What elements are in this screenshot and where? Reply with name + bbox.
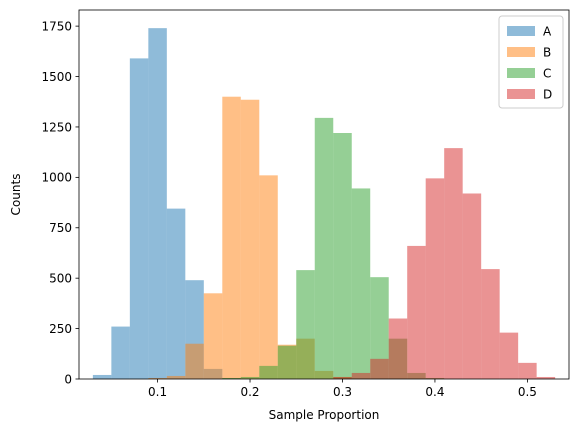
bars-layer [92,28,556,380]
legend-item-C: C [507,67,551,81]
x-tick-label: 0.4 [425,385,444,399]
series-D [333,148,556,379]
y-axis-label: Counts [9,174,23,216]
legend-box [498,15,564,109]
bar-A-4 [166,208,186,379]
bar-B-5 [240,99,260,380]
bar-A-3 [148,28,167,379]
bar-B-3 [203,293,223,379]
bar-D-2 [370,358,389,379]
bar-D-6 [444,148,463,379]
legend-label: B [543,46,551,60]
y-tick-label: 0 [64,372,72,386]
legend-swatch [507,89,535,99]
y-tick-label: 1250 [41,120,72,134]
bar-C-4 [296,270,315,379]
x-tick-label: 0.2 [240,385,259,399]
bar-D-4 [407,245,426,379]
bar-D-0 [333,376,352,379]
bar-D-3 [388,318,408,379]
y-tick-label: 250 [49,322,72,336]
bar-D-11 [536,376,556,379]
y-tick-label: 1500 [41,70,72,84]
bar-D-10 [518,362,537,379]
bar-C-5 [314,117,334,380]
bar-A-2 [129,58,149,380]
bar-B-1 [166,375,186,379]
legend-label: A [543,25,552,39]
bar-C-7 [351,188,371,379]
bar-B-6 [259,175,278,379]
y-tick-label: 750 [49,221,72,235]
legend-label: D [543,88,552,102]
bar-D-7 [462,193,482,379]
y-tick-label: 500 [49,271,72,285]
bar-D-1 [351,372,371,379]
bar-B-4 [222,96,241,379]
y-tick-label: 1000 [41,171,72,185]
plot-frame [78,9,570,380]
bar-D-9 [499,332,519,379]
legend-label: C [543,67,551,81]
x-tick-label: 0.5 [518,385,537,399]
y-tick-label: 1750 [41,19,72,33]
x-tick-label: 0.1 [148,385,167,399]
x-tick-label: 0.3 [333,385,352,399]
bar-A-1 [111,326,130,379]
bar-C-8 [370,277,389,379]
bar-C-6 [333,133,352,379]
legend-swatch [507,68,535,78]
x-axis-label: Sample Proportion [269,408,380,422]
legend-item-A: A [507,25,552,39]
series-C [222,117,445,380]
legend-swatch [507,26,535,36]
bar-C-2 [259,365,278,379]
bar-D-5 [425,178,445,379]
bar-C-1 [240,376,260,379]
bar-D-8 [481,269,500,379]
bar-C-3 [277,345,297,379]
series-A [92,28,241,380]
x-axis: 0.1 0.2 0.3 0.4 0.5 [148,379,537,399]
legend-item-B: B [507,46,551,60]
series-B [148,96,352,380]
bar-A-0 [92,374,112,379]
bar-B-2 [185,343,204,379]
legend-swatch [507,47,535,57]
bar-C-0 [222,377,241,379]
y-axis: 0 250 500 750 1000 1250 1500 1750 [41,19,79,386]
bar-B-0 [148,377,167,379]
legend-item-D: D [507,88,552,102]
